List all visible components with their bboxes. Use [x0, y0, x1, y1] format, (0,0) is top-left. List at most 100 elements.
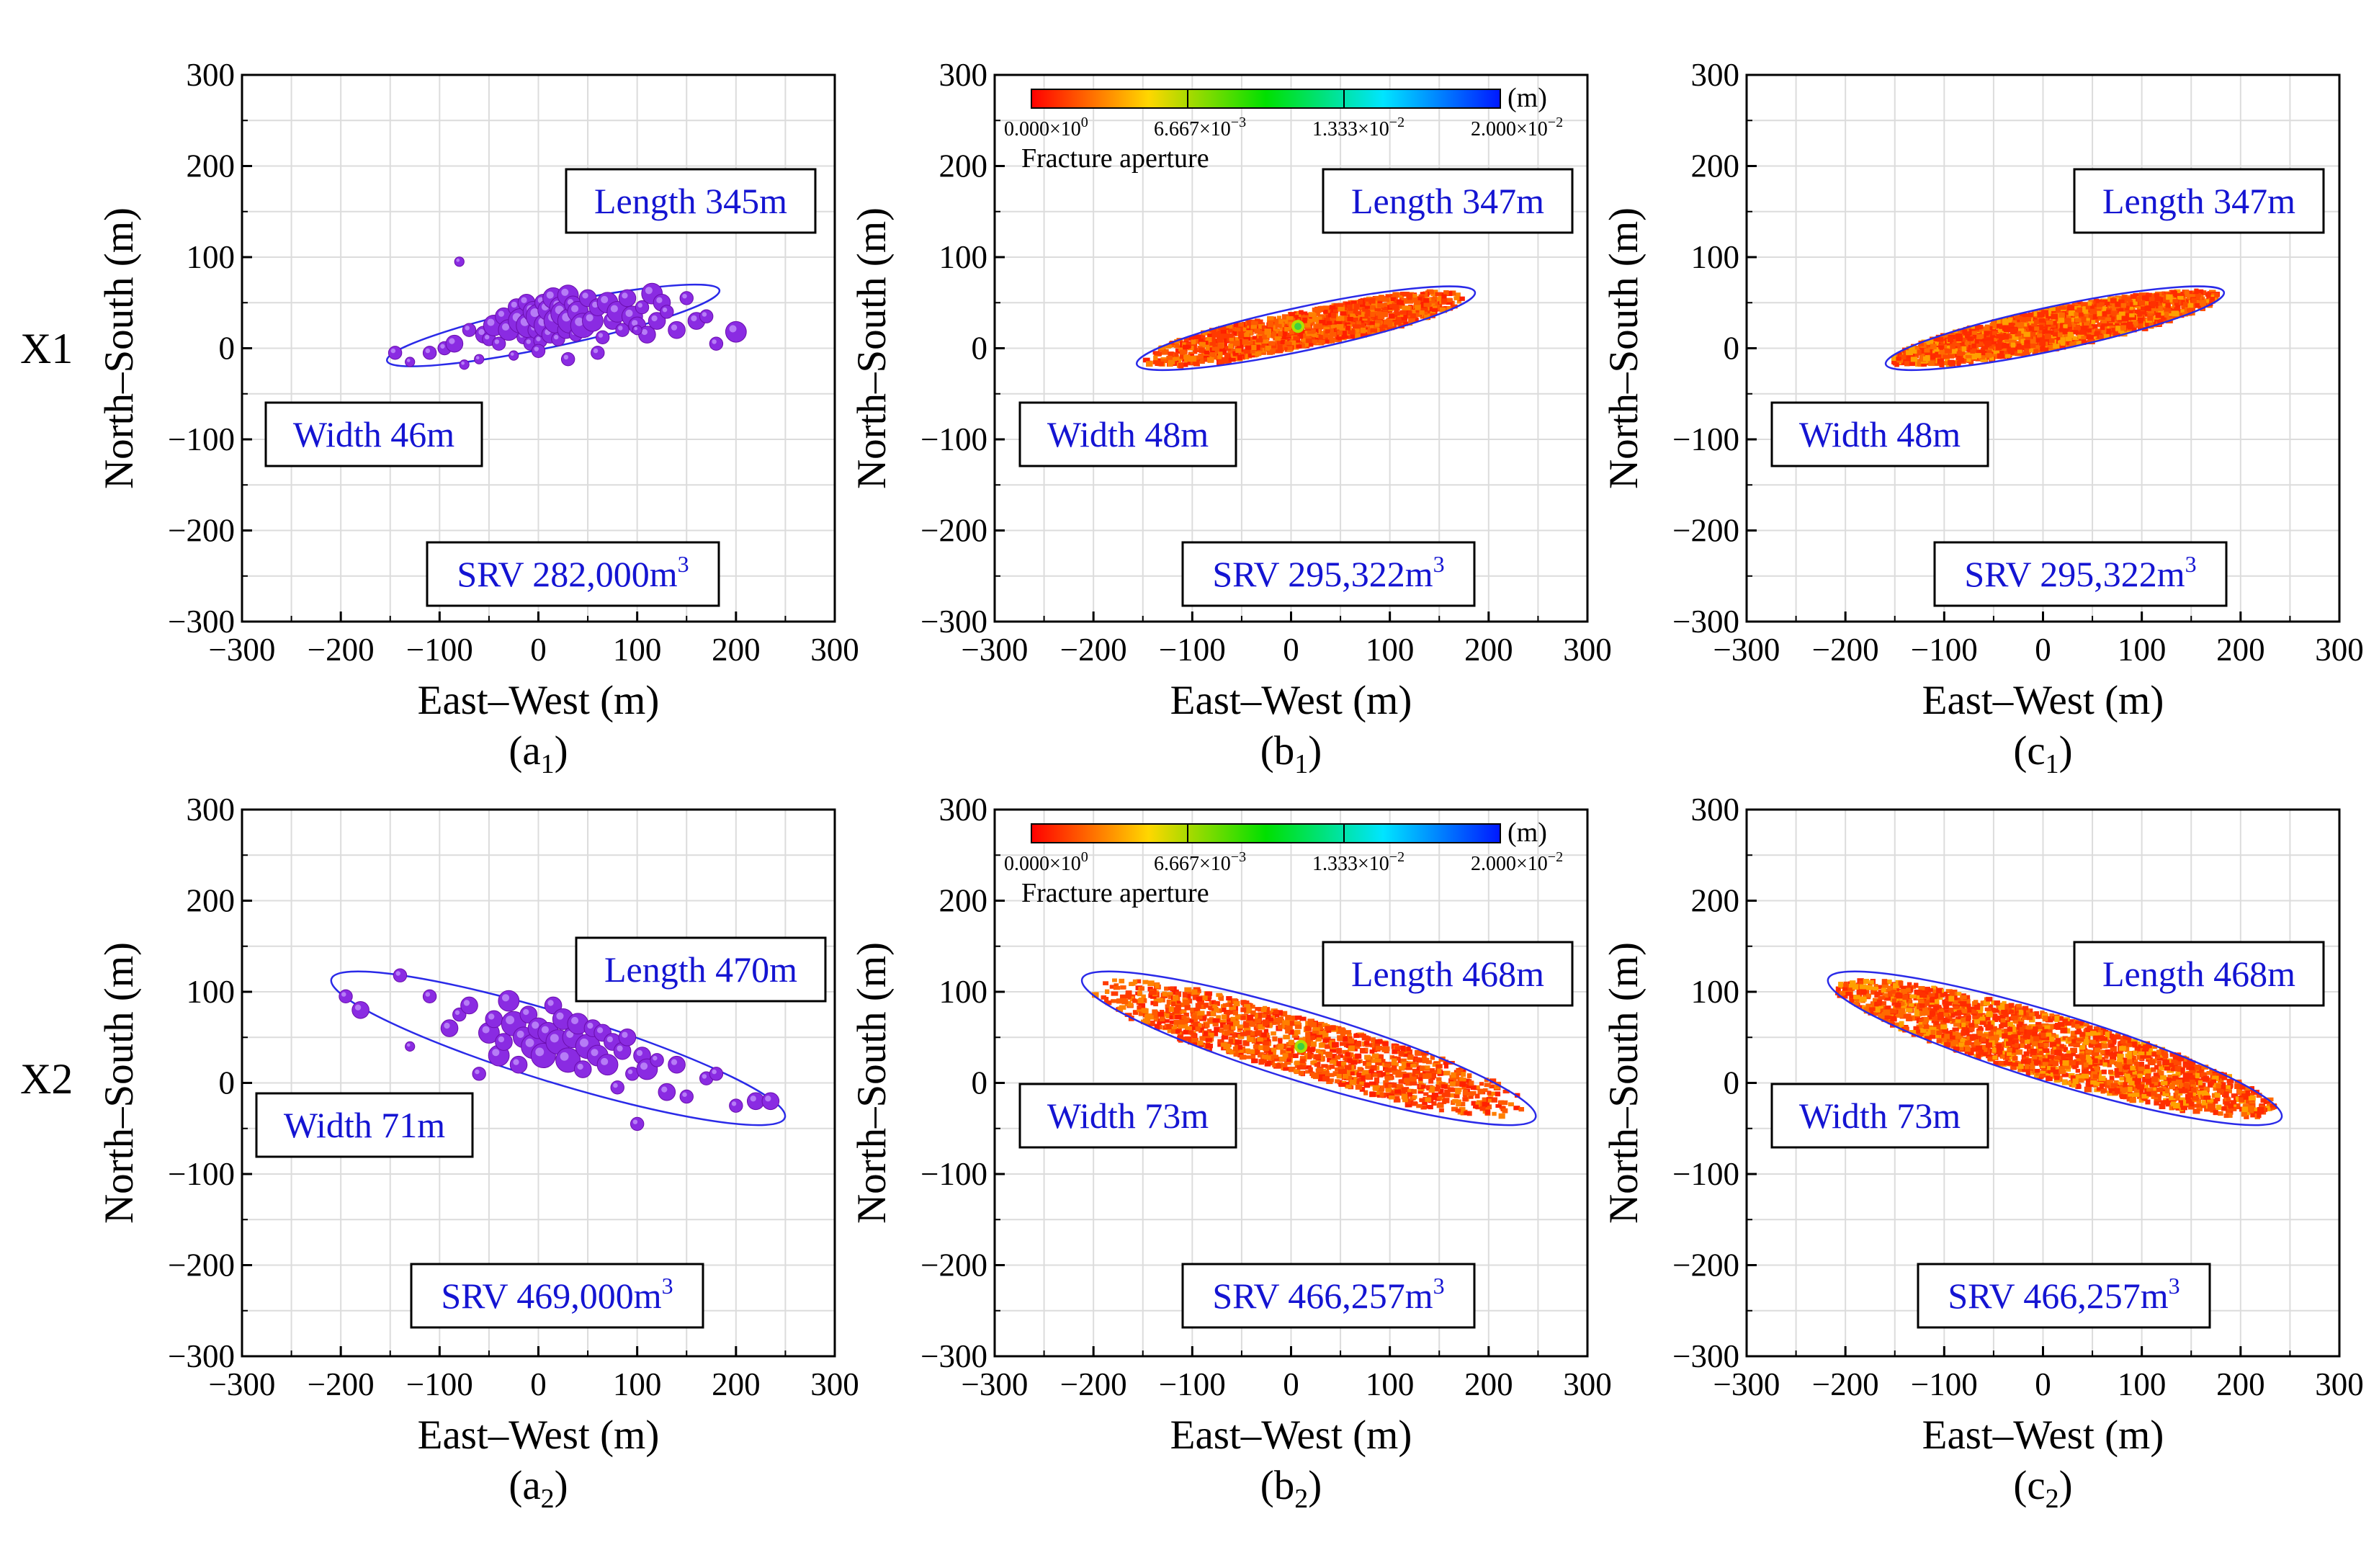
fracture-cell: [1397, 299, 1402, 305]
event-highlight: [534, 346, 539, 351]
fracture-cell: [1247, 341, 1253, 345]
event-highlight: [712, 339, 717, 344]
fracture-cell: [1278, 331, 1283, 336]
event-highlight: [593, 348, 599, 354]
fracture-cell: [1155, 351, 1162, 356]
fracture-cell: [1171, 360, 1179, 366]
fracture-cell: [1184, 354, 1191, 360]
fracture-cell: [1282, 331, 1287, 336]
length-annotation-box: [1322, 168, 1574, 234]
fracture-cell: [1338, 303, 1344, 308]
fracture-cell: [1288, 318, 1296, 323]
fracture-cell: [1220, 330, 1227, 334]
event-highlight: [656, 297, 663, 303]
fracture-cell: [1286, 315, 1294, 320]
fracture-cell: [2142, 317, 2147, 323]
event-highlight: [598, 333, 604, 338]
fracture-cell: [1439, 307, 1446, 313]
fracture-cell: [1209, 328, 1217, 333]
fracture-cell: [1243, 336, 1251, 341]
event-highlight: [610, 305, 618, 313]
fracture-cell: [1275, 320, 1282, 325]
fracture-cell: [1244, 354, 1250, 359]
fracture-cell: [1204, 357, 1209, 362]
fracture-cell: [2030, 334, 2036, 339]
fracture-cell: [1317, 323, 1323, 328]
fracture-cell: [1910, 345, 1916, 350]
srv-annotation-box: [426, 541, 720, 607]
fracture-cell: [1362, 314, 1368, 319]
fracture-cell: [1282, 343, 1289, 348]
fracture-cell: [1261, 325, 1267, 330]
fracture-cell: [1423, 297, 1430, 303]
fracture-cell: [1184, 345, 1191, 349]
fracture-cell: [1299, 331, 1305, 336]
fracture-cell: [1403, 321, 1409, 326]
injection-zone-core: [1294, 323, 1302, 331]
fracture-cell: [1247, 352, 1255, 358]
fracture-cell: [1431, 309, 1436, 315]
fracture-cell: [1359, 302, 1366, 308]
fracture-cell: [1261, 339, 1269, 344]
x-tick-label: −300: [962, 632, 1029, 668]
event-highlight: [484, 334, 490, 340]
fracture-cell: [1302, 317, 1307, 323]
fracture-cell: [1432, 308, 1438, 313]
fracture-cell: [1350, 300, 1357, 306]
x-tick-label: 0: [1283, 632, 1299, 668]
fracture-cell: [1170, 356, 1178, 362]
event-highlight: [501, 323, 510, 331]
fracture-cell: [1181, 362, 1188, 367]
fracture-cell: [1238, 322, 1244, 328]
fracture-cell: [1165, 344, 1172, 349]
fracture-cell: [1420, 302, 1427, 308]
fracture-cell: [1296, 344, 1302, 349]
fracture-cell: [1336, 316, 1342, 321]
fracture-cell: [1415, 312, 1421, 318]
fracture-cell: [2187, 290, 2193, 296]
colorbar-unit: (m): [1507, 83, 1547, 113]
fracture-cell: [1385, 294, 1393, 298]
fracture-cell: [1227, 329, 1233, 333]
fracture-cell: [1230, 349, 1237, 353]
fracture-cell: [1267, 326, 1273, 332]
fracture-cell: [1286, 322, 1291, 326]
fracture-cell: [1218, 359, 1225, 364]
fracture-cell: [1380, 319, 1387, 324]
fracture-cell: [1294, 339, 1301, 343]
fracture-cell: [1176, 359, 1182, 363]
fracture-cell: [1255, 338, 1263, 343]
fracture-cell: [1166, 356, 1173, 361]
fracture-cell: [1345, 301, 1351, 308]
fracture-cell: [1216, 336, 1222, 341]
fracture-cell: [2116, 318, 2124, 323]
fracture-cell: [1365, 305, 1370, 309]
fracture-cell: [1332, 308, 1339, 313]
fracture-cell: [1318, 340, 1325, 344]
fracture-cell: [1193, 334, 1201, 340]
fracture-cell: [1260, 341, 1267, 348]
event-highlight: [465, 326, 470, 331]
fracture-cell: [1233, 323, 1240, 328]
fracture-cell: [1232, 351, 1239, 356]
fracture-cell: [1280, 339, 1286, 344]
fracture-cell: [1174, 352, 1179, 357]
colorbar-tick-mantissa: 0.000×10: [1004, 118, 1081, 140]
fracture-cell: [1369, 321, 1376, 326]
fracture-cell: [1237, 343, 1243, 349]
fracture-cell: [2023, 328, 2030, 333]
fracture-cell: [1453, 296, 1460, 300]
x-tick-label: −200: [308, 632, 375, 668]
event-highlight: [729, 325, 737, 333]
fracture-cell: [1334, 321, 1340, 325]
fracture-cell: [1383, 303, 1389, 308]
fracture-cell: [1178, 347, 1183, 351]
fracture-cell: [1254, 328, 1261, 334]
fracture-cell: [1351, 317, 1358, 323]
event-point: [462, 323, 477, 337]
fracture-cell: [1226, 333, 1234, 338]
fracture-cell: [1422, 307, 1428, 312]
fracture-cell: [1941, 361, 1948, 365]
fracture-cell: [1382, 323, 1387, 328]
fracture-cell: [1440, 292, 1446, 297]
